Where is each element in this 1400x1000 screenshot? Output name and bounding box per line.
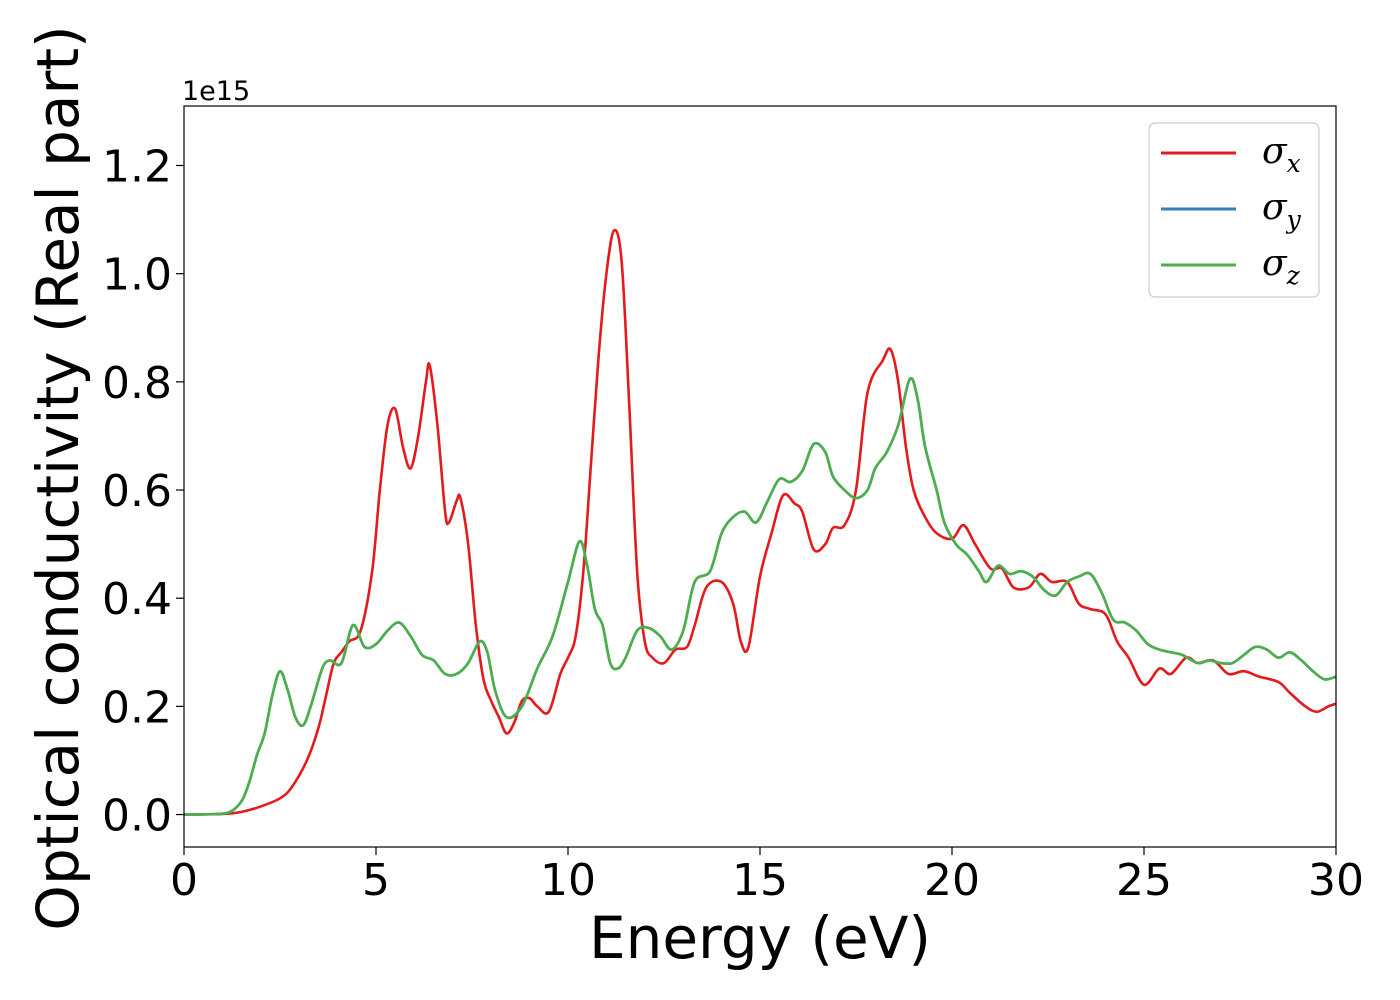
legend-label-y: σy [1262, 187, 1302, 234]
x-tick-label: 20 [924, 855, 980, 906]
x-tick-label: 15 [732, 855, 788, 906]
legend: σx σy σz [1148, 122, 1320, 298]
x-tick-label: 25 [1116, 855, 1172, 906]
y-tick-label: 0.0 [102, 791, 172, 842]
x-tick-label: 30 [1308, 855, 1364, 906]
x-axis: 0 5 10 15 20 25 30 [170, 847, 1364, 906]
y-tick-label: 0.8 [102, 358, 172, 409]
x-tick-label: 5 [362, 855, 390, 906]
y-axis: 0.0 0.2 0.4 0.6 0.8 1.0 1.2 [102, 141, 184, 842]
x-axis-label: Energy (eV) [589, 904, 931, 972]
x-tick-label: 10 [540, 855, 596, 906]
y-offset-label: 1e15 [182, 76, 250, 107]
series-line-x [184, 228, 1336, 816]
y-tick-label: 1.2 [102, 141, 172, 192]
series-line-z [184, 376, 1336, 816]
y-tick-label: 0.6 [102, 466, 172, 517]
x-tick-label: 0 [170, 855, 198, 906]
legend-label-x: σx [1262, 131, 1301, 178]
series-line-y [184, 376, 1336, 816]
y-tick-label: 0.2 [102, 682, 172, 733]
legend-label-z: σz [1262, 243, 1301, 290]
y-tick-label: 0.4 [102, 574, 172, 625]
y-axis-label: Optical conductivity (Real part) [24, 25, 92, 930]
y-tick-label: 1.0 [102, 250, 172, 301]
series-layer [184, 228, 1336, 816]
